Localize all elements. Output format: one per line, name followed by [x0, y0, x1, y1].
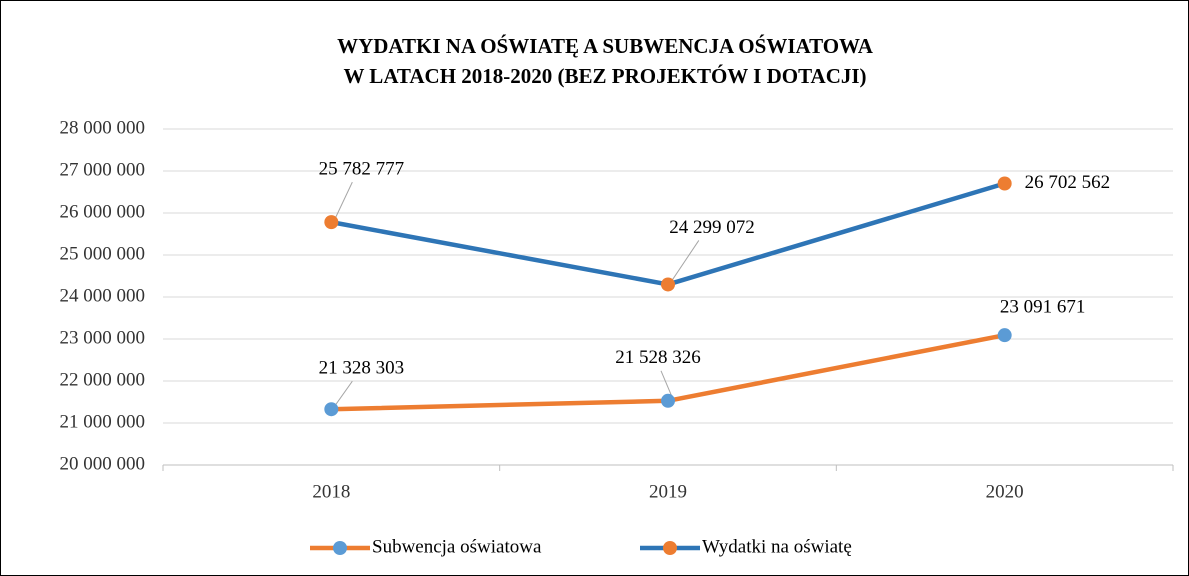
- data-label: 21 328 303: [319, 358, 405, 379]
- chart-title: WYDATKI NA OŚWIATĘ A SUBWENCJA OŚWIATOWA: [337, 34, 874, 58]
- leader-line: [660, 370, 673, 398]
- marker: [661, 277, 675, 292]
- legend-label: Wydatki na oświatę: [702, 536, 852, 557]
- y-tick-label: 22 000 000: [60, 369, 146, 390]
- y-tick-label: 26 000 000: [60, 201, 146, 222]
- data-label: 25 782 777: [319, 158, 405, 179]
- marker: [324, 402, 339, 417]
- data-label: 23 091 671: [1000, 297, 1086, 318]
- x-tick-label: 2020: [986, 481, 1024, 502]
- y-tick-label: 20 000 000: [60, 453, 146, 474]
- y-tick-label: 24 000 000: [60, 285, 146, 306]
- y-tick-label: 25 000 000: [60, 243, 146, 264]
- legend-marker: [333, 541, 347, 555]
- leader-line: [334, 181, 353, 219]
- y-tick-label: 27 000 000: [60, 159, 146, 180]
- x-tick-label: 2018: [312, 481, 350, 502]
- marker: [997, 328, 1012, 343]
- leader-line: [671, 240, 700, 281]
- legend-marker: [663, 541, 677, 555]
- legend-label: Subwencja oświatowa: [372, 536, 542, 557]
- y-tick-label: 21 000 000: [60, 411, 146, 432]
- data-label: 24 299 072: [669, 217, 755, 238]
- x-tick-label: 2019: [649, 481, 687, 502]
- leader-line: [334, 380, 353, 406]
- y-tick-label: 28 000 000: [60, 117, 146, 138]
- data-label: 26 702 562: [1025, 172, 1111, 193]
- y-tick-label: 23 000 000: [60, 327, 146, 348]
- marker: [661, 393, 675, 408]
- data-label: 21 528 326: [615, 347, 701, 368]
- marker: [324, 215, 339, 230]
- chart-title: W LATACH 2018-2020 (BEZ PROJEKTÓW I DOTA…: [343, 64, 866, 88]
- marker: [997, 176, 1012, 191]
